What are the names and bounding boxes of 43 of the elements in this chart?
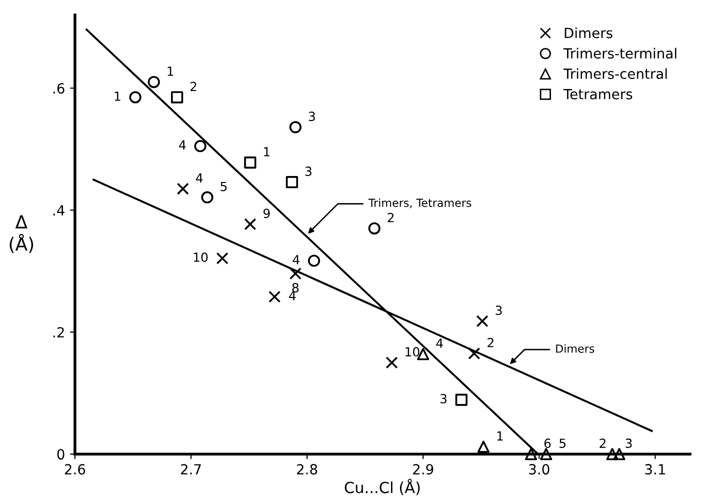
y-tick-label: 0 bbox=[57, 449, 64, 460]
annotation: 4 bbox=[292, 255, 300, 264]
legend-label: Dimers bbox=[564, 27, 612, 38]
annotation: 2 bbox=[190, 82, 196, 92]
annotation: 4 bbox=[179, 140, 186, 150]
annotation: 3 bbox=[305, 166, 312, 176]
annotation: 4 bbox=[436, 338, 443, 348]
annotation: 3 bbox=[496, 306, 502, 316]
annotation: 3 bbox=[626, 438, 632, 448]
annotation: 8 bbox=[292, 283, 299, 292]
annotation: Dimers bbox=[556, 344, 594, 353]
annotation: 9 bbox=[263, 208, 270, 218]
annotation: 2 bbox=[600, 438, 606, 448]
annotation: 1 bbox=[114, 92, 120, 101]
legend-label: Trimers-central bbox=[563, 68, 667, 79]
annotation: 3 bbox=[308, 112, 315, 122]
annotation: Trimers, Tetramers bbox=[368, 198, 472, 208]
legend-label: Tetramers bbox=[563, 89, 632, 100]
annotation: 1 bbox=[264, 147, 270, 156]
annotation: 3 bbox=[440, 394, 447, 404]
annotation: 2 bbox=[488, 338, 494, 348]
y-axis-title: Δ (Å) bbox=[10, 215, 34, 254]
annotation: 1 bbox=[168, 66, 174, 76]
y-tick-label: .4 bbox=[53, 205, 64, 216]
annotation: 5 bbox=[560, 438, 566, 448]
x-tick-label: 2.7 bbox=[180, 464, 201, 474]
x-tick-label: 3.1 bbox=[645, 464, 665, 475]
x-tick-label: 2.6 bbox=[64, 464, 86, 475]
legend-label: Trimers-terminal bbox=[563, 48, 676, 59]
x-tick-label: 2.8 bbox=[297, 464, 318, 475]
annotation: 2 bbox=[388, 212, 394, 222]
y-tick-label: .2 bbox=[53, 327, 64, 338]
y-tick-label: .6 bbox=[53, 83, 64, 94]
annotation: 6 bbox=[544, 438, 551, 448]
annotation: 1 bbox=[497, 431, 503, 440]
annotation: 10 bbox=[194, 252, 208, 262]
annotation: 4 bbox=[289, 291, 296, 300]
annotation: 5 bbox=[220, 182, 227, 192]
annotation: 4 bbox=[196, 173, 203, 183]
x-tick-label: 2.9 bbox=[413, 464, 434, 475]
x-axis-title: Cu...Cl (Å) bbox=[344, 478, 420, 496]
x-tick-label: 3.0 bbox=[529, 464, 550, 475]
annotation: 10 bbox=[406, 347, 420, 357]
